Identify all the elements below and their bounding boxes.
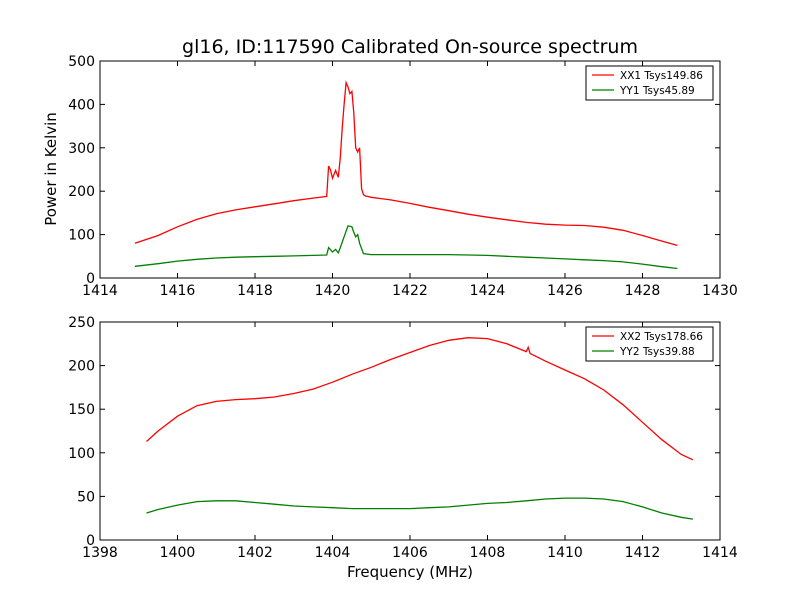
figure-title: gl16, ID:117590 Calibrated On-source spe…: [182, 36, 638, 58]
top-series-line-1: [134, 80, 678, 247]
y-axis-label: Power in Kelvin: [42, 112, 60, 226]
top-y-tick-label: 300: [68, 141, 95, 157]
bottom-x-tick-label: 1410: [547, 545, 583, 561]
bottom-x-tick-label: 1414: [702, 545, 738, 561]
bottom-x-tick-label: 1400: [160, 545, 196, 561]
top-series-line-2: [134, 225, 678, 270]
top-y-tick-label: 200: [68, 184, 95, 200]
top-x-tick-label: 1416: [160, 283, 196, 299]
bottom-y-tick-label: 150: [68, 402, 95, 418]
top-legend-label: YY1 Tsys45.89: [619, 85, 695, 97]
top-y-tick-label: 0: [86, 271, 95, 287]
bottom-y-tick-label: 0: [86, 533, 95, 549]
top-x-tick-label: 1414: [82, 283, 118, 299]
bottom-y-tick-label: 250: [68, 315, 95, 331]
bottom-x-tick-label: 1412: [625, 545, 661, 561]
top-x-tick-label: 1428: [625, 283, 661, 299]
x-axis-label: Frequency (MHz): [347, 563, 473, 581]
bottom-x-tick-label: 1408: [470, 545, 506, 561]
bottom-y-tick-label: 100: [68, 446, 95, 462]
bottom-x-tick-label: 1402: [237, 545, 273, 561]
bottom-x-tick-label: 1404: [315, 545, 351, 561]
bottom-y-tick-label: 50: [77, 489, 95, 505]
top-legend-box: [585, 65, 714, 101]
bottom-legend-box: [585, 326, 714, 362]
top-x-tick-label: 1418: [237, 283, 273, 299]
bottom-x-tick-label: 1398: [82, 545, 118, 561]
bottom-series-line-2: [146, 497, 693, 520]
bottom-legend-label: XX2 Tsys178.66: [620, 331, 703, 343]
bottom-spectrum-panel: 1398 1400 1402 1404 1406 1408 1410 1412 1414 0 50 1…: [68, 315, 738, 561]
bottom-series-line-1: [146, 337, 694, 461]
top-plot-area: 1414 1416 1418 1420 1422 1424 1426 1428 1430 0 100…: [68, 54, 738, 299]
top-x-tick-label: 1424: [470, 283, 506, 299]
top-x-tick-label: 1426: [547, 283, 583, 299]
top-x-tick-label: 1422: [392, 283, 428, 299]
bottom-y-tick-label: 200: [68, 359, 95, 375]
top-x-tick-label: 1430: [702, 283, 738, 299]
top-legend: XX1 Tsys149.86 YY1 Tsys45.89: [585, 65, 714, 101]
top-spectrum-panel: 1414 1416 1418 1420 1422 1424 1426 1428 1430 0 100…: [68, 54, 738, 299]
top-y-tick-label: 100: [68, 228, 95, 244]
bottom-x-tick-label: 1406: [392, 545, 428, 561]
bottom-legend: XX2 Tsys178.66 YY2 Tsys39.88: [585, 326, 714, 362]
top-y-tick-label: 400: [68, 97, 95, 113]
bottom-legend-label: YY2 Tsys39.88: [619, 346, 695, 358]
top-legend-label: XX1 Tsys149.86: [620, 70, 703, 82]
top-x-tick-label: 1420: [315, 283, 351, 299]
top-y-tick-label: 500: [68, 54, 95, 70]
bottom-plot-area: 1398 1400 1402 1404 1406 1408 1410 1412 1414 0 50 1…: [68, 315, 738, 561]
